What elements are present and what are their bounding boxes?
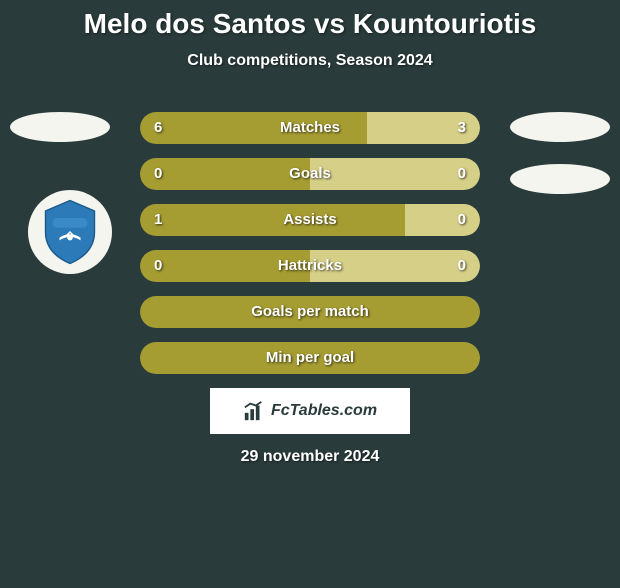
- stat-row: Matches6 3: [140, 112, 480, 144]
- player-photo-right-1: [510, 112, 610, 142]
- stat-label: Min per goal: [140, 342, 480, 374]
- stat-row: Goals0 0: [140, 158, 480, 190]
- footer-date: 29 november 2024: [0, 448, 620, 466]
- player-photo-right-2: [510, 164, 610, 194]
- stats-area: Matches63Goals00Assists10Hattricks00Goal…: [140, 112, 480, 374]
- player-photo-left: [10, 112, 110, 142]
- stat-value-left: 0: [154, 250, 162, 282]
- stat-value-left: 6: [154, 112, 162, 144]
- stat-value-left: 1: [154, 204, 162, 236]
- stat-value-right: 3: [458, 112, 466, 144]
- club-logo: [28, 190, 112, 274]
- content: Matches63Goals00Assists10Hattricks00Goal…: [0, 112, 620, 466]
- subtitle: Club competitions, Season 2024: [0, 52, 620, 70]
- footer-brand: FcTables.com: [210, 388, 410, 434]
- stat-value-right: 0: [458, 250, 466, 282]
- stat-value-left: 0: [154, 158, 162, 190]
- stat-label: Hattricks: [140, 250, 480, 282]
- stat-value-right: 0: [458, 204, 466, 236]
- stat-row: Assists1 0: [140, 204, 480, 236]
- stat-row: Goals per match: [140, 296, 480, 328]
- stat-label: Matches: [140, 112, 480, 144]
- stat-label: Goals per match: [140, 296, 480, 328]
- comparison-title: Melo dos Santos vs Kountouriotis: [0, 8, 620, 40]
- stat-label: Goals: [140, 158, 480, 190]
- stat-row: Min per goal: [140, 342, 480, 374]
- stat-value-right: 0: [458, 158, 466, 190]
- stat-row: Hattricks0 0: [140, 250, 480, 282]
- chart-icon: [243, 400, 265, 422]
- stat-label: Assists: [140, 204, 480, 236]
- footer-brand-text: FcTables.com: [271, 402, 377, 420]
